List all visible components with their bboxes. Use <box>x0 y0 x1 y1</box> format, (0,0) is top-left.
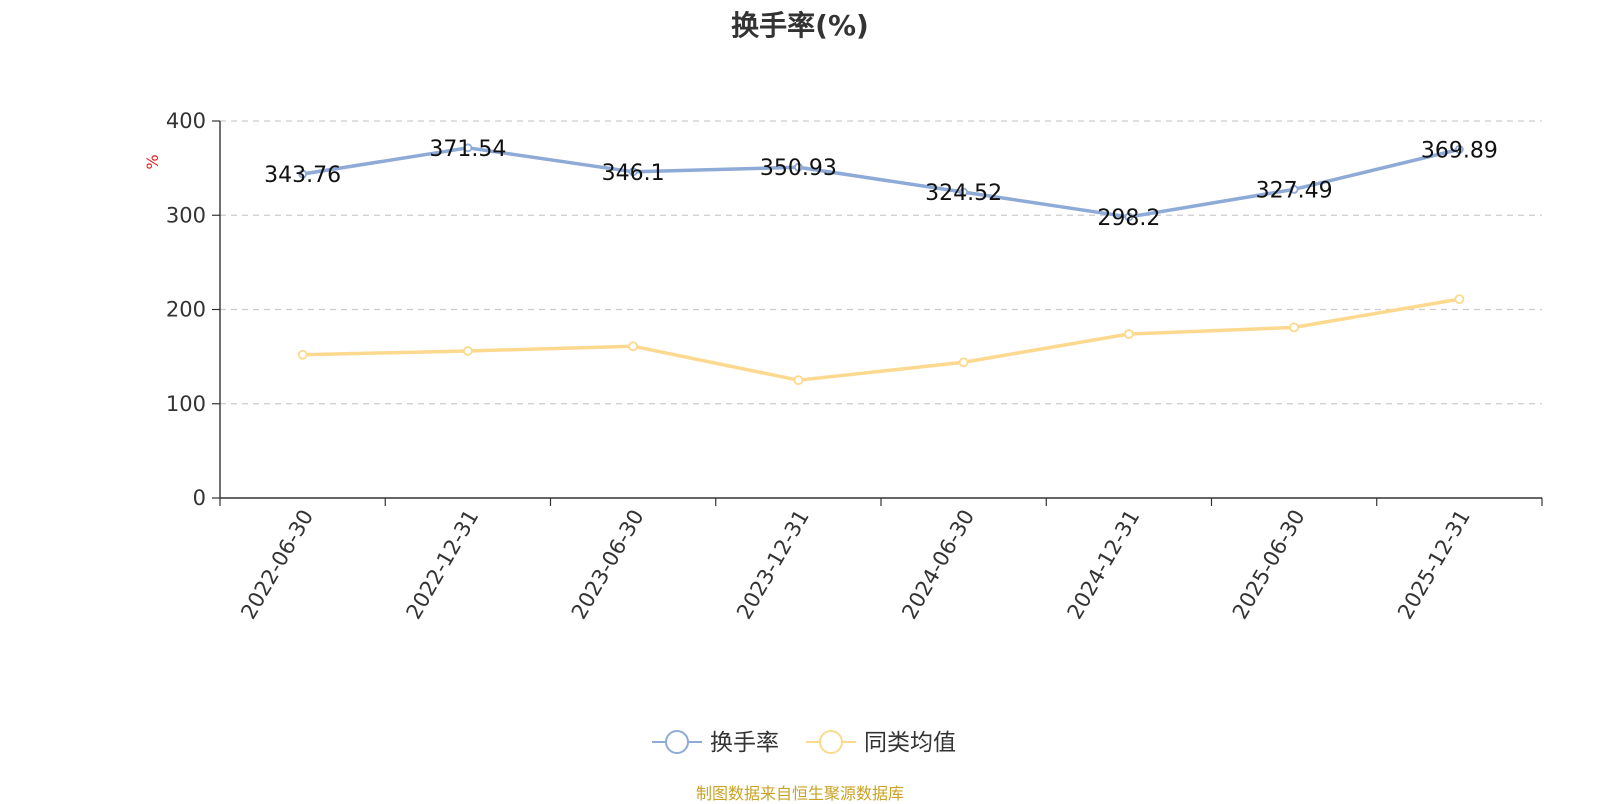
data-point[interactable] <box>958 357 969 368</box>
data-point[interactable] <box>959 187 969 197</box>
y-tick-label: 0 <box>193 486 206 510</box>
data-point[interactable] <box>628 167 638 177</box>
data-label: 350.93 <box>760 156 837 181</box>
x-tick-label: 2023-12-31 <box>732 506 814 624</box>
x-tick-label: 2024-12-31 <box>1063 506 1145 624</box>
legend-marker <box>819 730 843 754</box>
data-label: 298.2 <box>1097 206 1160 231</box>
legend-label: 换手率 <box>710 730 779 756</box>
grid-lines <box>220 120 1542 405</box>
x-tick-label: 2024-06-30 <box>897 506 979 624</box>
legend-item-1[interactable]: 同类均值 <box>806 730 956 756</box>
y-tick-label: 300 <box>166 203 206 227</box>
x-tick-label: 2022-06-30 <box>236 506 318 624</box>
data-label: 371.54 <box>429 137 506 162</box>
data-label: 346.1 <box>602 161 665 186</box>
series-line-1 <box>300 297 1462 382</box>
data-point[interactable] <box>628 341 639 352</box>
series-layer <box>297 143 1465 386</box>
data-point[interactable] <box>1124 212 1134 222</box>
legend-item-0[interactable]: 换手率 <box>652 730 779 756</box>
x-tick-label: 2025-06-30 <box>1228 506 1310 624</box>
data-point[interactable] <box>462 346 473 356</box>
data-label: 324.52 <box>925 181 1002 206</box>
data-label: 343.76 <box>264 163 341 188</box>
legend-marker <box>665 730 689 754</box>
data-point[interactable] <box>298 169 308 179</box>
legend[interactable]: 换手率 同类均值 <box>652 730 956 756</box>
data-labels: 343.76 371.54 346.1 350.93 324.52 298.2 327.49… <box>264 137 1498 231</box>
y-axis-label: % <box>143 154 162 169</box>
y-tick-label: 100 <box>166 392 206 416</box>
data-point[interactable] <box>1289 322 1300 333</box>
y-axis-ticks: 0 100 200 300 400 <box>166 109 220 510</box>
data-point[interactable] <box>297 349 308 360</box>
chart-title: 换手率(%) <box>731 9 869 42</box>
x-tick-label: 2023-06-30 <box>567 506 649 624</box>
data-point[interactable] <box>1454 144 1464 154</box>
y-tick-label: 400 <box>166 109 206 133</box>
y-tick-label: 200 <box>166 298 206 322</box>
data-point[interactable] <box>793 375 804 386</box>
data-point[interactable] <box>1454 294 1465 305</box>
legend-label: 同类均值 <box>864 730 956 756</box>
x-tick-label: 2022-12-31 <box>402 506 484 624</box>
data-point[interactable] <box>463 143 473 153</box>
source-note: 制图数据来自恒生聚源数据库 <box>695 784 904 803</box>
data-point[interactable] <box>1289 184 1299 194</box>
series-line-0 <box>300 146 1462 219</box>
data-point[interactable] <box>1123 329 1134 339</box>
data-label: 327.49 <box>1256 178 1333 203</box>
x-tick-label: 2025-12-31 <box>1393 506 1475 624</box>
x-axis-ticks: 2022-06-30 2022-12-31 2023-06-30 2023-12-31… <box>219 498 1543 624</box>
data-point[interactable] <box>793 162 803 172</box>
data-label: 369.89 <box>1421 138 1498 163</box>
